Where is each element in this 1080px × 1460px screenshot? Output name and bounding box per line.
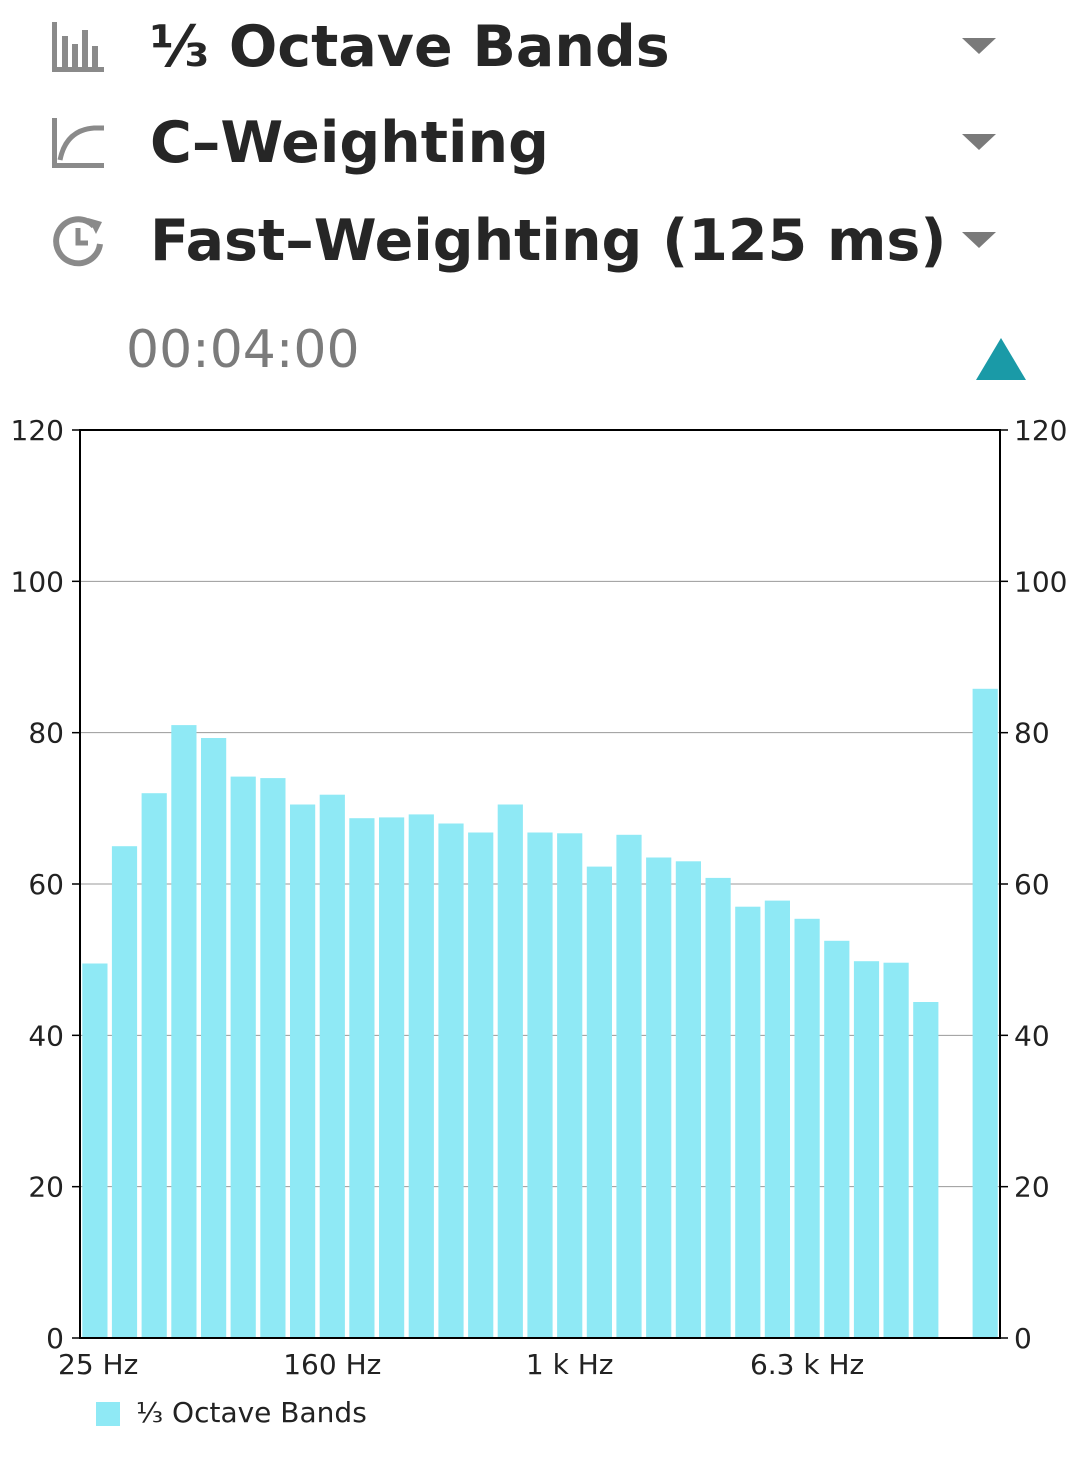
y-tick-label-left: 20 xyxy=(28,1171,64,1204)
bar xyxy=(290,804,316,1338)
bar xyxy=(497,804,523,1338)
bar xyxy=(111,846,138,1338)
bar xyxy=(764,900,790,1338)
x-tick-label: 6.3 k Hz xyxy=(750,1348,864,1381)
bar xyxy=(230,776,256,1338)
legend-label: ⅓ Octave Bands xyxy=(136,1396,367,1429)
bar xyxy=(379,817,405,1338)
chevron-down-icon xyxy=(962,134,996,150)
y-tick-label-left: 0 xyxy=(46,1322,64,1355)
bar xyxy=(972,688,998,1338)
y-tick-label-left: 40 xyxy=(28,1019,64,1052)
clock-refresh-icon xyxy=(53,216,103,267)
bar xyxy=(675,861,701,1338)
y-tick-label-right: 40 xyxy=(1014,1019,1050,1052)
bar xyxy=(438,823,464,1338)
bar xyxy=(349,818,375,1338)
y-tick-label-right: 60 xyxy=(1014,868,1050,901)
legend-swatch xyxy=(96,1402,120,1426)
y-tick-label-right: 120 xyxy=(1014,414,1067,447)
band-mode-label: ⅓ Octave Bands xyxy=(150,14,670,80)
bar xyxy=(557,833,583,1338)
time-weighting-label: Fast–Weighting (125 ms) xyxy=(150,208,947,274)
weighting-curve-icon xyxy=(52,118,104,168)
bar xyxy=(913,1002,939,1338)
bar xyxy=(141,793,167,1338)
y-tick-label-left: 80 xyxy=(28,717,64,750)
bar xyxy=(735,906,761,1338)
octave-band-chart: 0 0 20 20 40 40 60 60 80 80 100 100 120 120 25 Hz 160 H… xyxy=(11,414,1068,1381)
x-tick-label: 160 Hz xyxy=(283,1348,381,1381)
frequency-weighting-dropdown[interactable]: C–Weighting xyxy=(0,96,1080,192)
time-weighting-dropdown[interactable]: Fast–Weighting (125 ms) xyxy=(0,194,1080,290)
x-tick-label: 25 Hz xyxy=(58,1348,138,1381)
y-tick-label-right: 100 xyxy=(1014,565,1067,598)
chevron-down-icon xyxy=(962,232,996,248)
bar xyxy=(824,940,850,1339)
y-tick-label-left: 60 xyxy=(28,868,64,901)
bar xyxy=(201,738,227,1338)
bar xyxy=(646,857,672,1338)
frequency-weighting-label: C–Weighting xyxy=(150,110,549,176)
plot-border xyxy=(79,429,1001,1339)
bar xyxy=(586,866,612,1338)
bar-chart-icon xyxy=(52,22,104,72)
chevron-down-icon xyxy=(962,38,996,54)
bar xyxy=(794,918,820,1338)
bar xyxy=(705,877,731,1338)
bar xyxy=(408,814,434,1338)
triangle-up-icon[interactable] xyxy=(974,336,1028,382)
y-tick-label-left: 120 xyxy=(11,414,64,447)
bar xyxy=(853,961,880,1338)
bar xyxy=(616,834,642,1338)
y-tick-label-right: 20 xyxy=(1014,1171,1050,1204)
x-tick-label: 1 k Hz xyxy=(526,1348,614,1381)
bar xyxy=(319,794,345,1338)
bar xyxy=(260,778,286,1338)
band-mode-dropdown[interactable]: ⅓ Octave Bands xyxy=(0,0,1080,96)
y-tick-label-right: 0 xyxy=(1014,1322,1032,1355)
y-tick-label-left: 100 xyxy=(11,565,64,598)
bar xyxy=(171,725,197,1338)
elapsed-timer: 00:04:00 xyxy=(126,320,360,380)
bar xyxy=(468,832,494,1338)
bar xyxy=(527,832,553,1338)
y-tick-label-right: 80 xyxy=(1014,717,1050,750)
bar xyxy=(883,962,909,1338)
bar xyxy=(82,963,108,1338)
